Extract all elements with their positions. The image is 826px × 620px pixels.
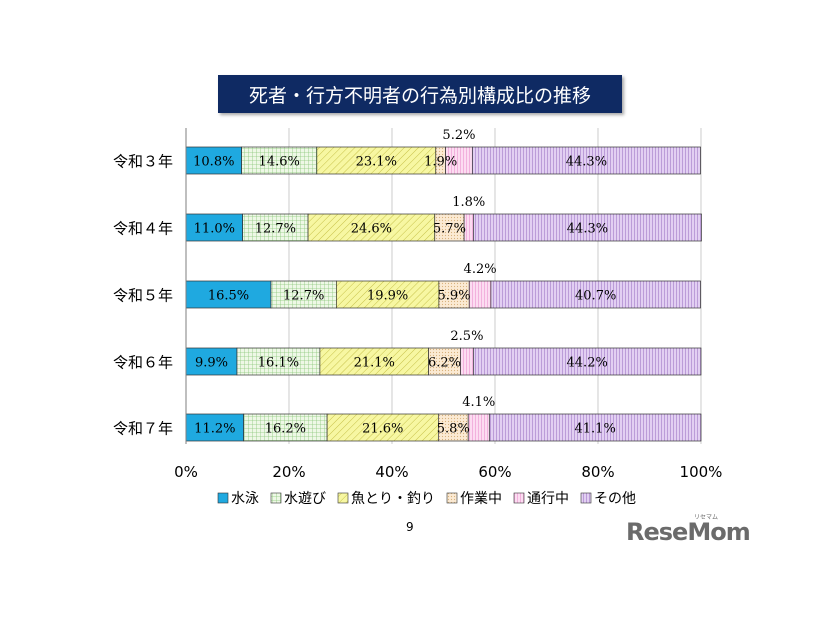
data-label: 12.7%	[283, 289, 324, 304]
legend-label: 水遊び	[284, 491, 326, 507]
legend-swatch	[337, 492, 349, 504]
data-label: 6.2%	[428, 356, 461, 371]
x-tick-label: 0%	[174, 463, 198, 481]
data-label: 24.6%	[351, 222, 392, 237]
bar-segment-水遊び	[236, 347, 321, 376]
data-label: 4.2%	[464, 262, 497, 277]
data-label: 5.9%	[438, 289, 471, 304]
legend-swatch	[270, 492, 282, 504]
data-label: 16.1%	[258, 356, 299, 371]
bar-segment-通行中	[468, 280, 492, 309]
data-label: 41.1%	[575, 422, 616, 437]
legend-label: 魚とり・釣り	[351, 491, 435, 507]
data-label: 44.3%	[566, 155, 607, 170]
x-tick-label: 60%	[478, 463, 511, 481]
category-label: 令和５年	[113, 287, 173, 305]
data-label: 21.1%	[354, 356, 395, 371]
bar-segment-魚とり・釣り	[326, 413, 439, 442]
legend-label: 通行中	[527, 491, 569, 507]
category-label: 令和７年	[113, 420, 173, 438]
data-label: 11.2%	[194, 422, 235, 437]
category-label: 令和４年	[113, 220, 173, 238]
bar-segment-魚とり・釣り	[307, 213, 436, 242]
data-label: 11.0%	[194, 222, 235, 237]
bar-segment-水遊び	[243, 413, 328, 442]
x-tick-label: 100%	[680, 463, 723, 481]
data-label: 10.8%	[193, 155, 234, 170]
category-label: 令和３年	[113, 153, 173, 171]
data-label: 2.5%	[450, 329, 483, 344]
legend-label: その他	[594, 491, 636, 507]
bar-segment-水遊び	[242, 213, 309, 242]
data-label: 40.7%	[575, 289, 616, 304]
legend-swatch	[446, 492, 458, 504]
bar-segment-水泳	[185, 413, 245, 442]
data-label: 23.1%	[356, 155, 397, 170]
bar-segment-魚とり・釣り	[319, 347, 429, 376]
bar-segment-その他	[473, 347, 702, 376]
x-tick-label: 20%	[272, 463, 305, 481]
bar-segment-魚とり・釣り	[336, 280, 440, 309]
bar-segment-作業中	[438, 280, 470, 309]
legend-swatch	[217, 492, 229, 504]
data-label: 14.6%	[259, 155, 300, 170]
bar-segment-通行中	[460, 347, 474, 376]
data-label: 5.7%	[433, 222, 466, 237]
data-label: 44.2%	[567, 356, 608, 371]
data-label: 5.2%	[442, 128, 475, 143]
category-label: 令和６年	[113, 354, 173, 372]
bar-segment-その他	[473, 213, 702, 242]
legend-swatch	[513, 492, 525, 504]
page-number: 9	[406, 520, 414, 534]
resemom-logo: ReseMom	[626, 518, 751, 546]
bar-segment-その他	[488, 413, 702, 442]
bar-segment-水泳	[185, 347, 238, 376]
data-label: 21.6%	[362, 422, 403, 437]
bar-segment-水遊び	[270, 280, 337, 309]
legend-swatch	[580, 492, 592, 504]
data-label: 1.9%	[424, 155, 457, 170]
data-label: 9.9%	[195, 356, 228, 371]
legend-label: 作業中	[460, 491, 502, 507]
x-tick-label: 80%	[581, 463, 614, 481]
data-label: 12.7%	[255, 222, 296, 237]
data-label: 16.2%	[265, 422, 306, 437]
bar-segment-作業中	[428, 347, 461, 376]
legend-label: 水泳	[231, 491, 259, 507]
data-label: 5.8%	[437, 422, 470, 437]
bar-segment-水遊び	[241, 146, 318, 175]
resemom-logo-sub: リセマム	[694, 514, 719, 521]
bar-segment-その他	[471, 146, 701, 175]
bar-segment-その他	[490, 280, 701, 309]
chart-title: 死者・行方不明者の行為別構成比の推移	[218, 75, 622, 113]
data-label: 16.5%	[208, 289, 249, 304]
x-tick-label: 40%	[375, 463, 408, 481]
data-label: 4.1%	[462, 395, 495, 410]
data-label: 19.9%	[367, 289, 408, 304]
data-label: 44.3%	[567, 222, 608, 237]
bar-segment-水泳	[185, 280, 272, 309]
bar-segment-水泳	[185, 213, 244, 242]
data-label: 1.8%	[452, 195, 485, 210]
bar-segment-通行中	[467, 413, 490, 442]
